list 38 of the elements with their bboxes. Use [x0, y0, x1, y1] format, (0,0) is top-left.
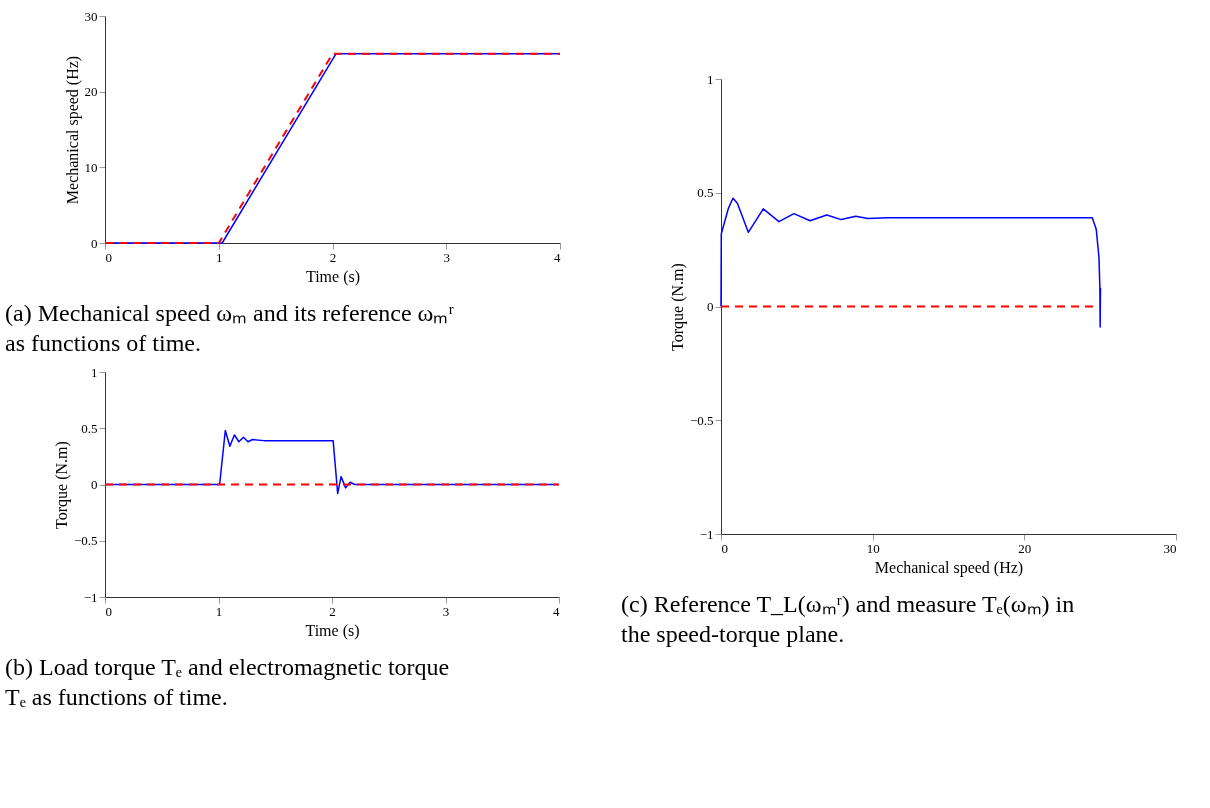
y-axis-title: Torque (N.m): [668, 263, 687, 351]
y-tick-label: 10: [84, 159, 98, 175]
y-tick-label: 30: [84, 8, 98, 24]
x-tick-label: 0: [105, 249, 112, 265]
y-tick-label: −1: [83, 589, 98, 605]
x-tick-label: 10: [866, 540, 880, 556]
x-tick-label: 2: [329, 603, 336, 619]
x-tick-label: 0: [721, 540, 728, 556]
x-tick-label: 1: [216, 249, 223, 265]
y-tick-label: 1: [91, 364, 98, 380]
y-tick-label: 0: [91, 235, 98, 251]
x-tick-label: 2: [329, 249, 337, 265]
y-tick-label: −1: [699, 526, 714, 542]
y-tick-label: 0.5: [81, 420, 98, 436]
y-axis-title: Torque (N.m): [52, 441, 71, 529]
y-tick-label: 0: [91, 477, 98, 492]
x-axis-title: Time (s): [305, 267, 361, 286]
x-axis-title: Mechanical speed (Hz): [874, 558, 1024, 577]
x-tick-label: 4: [554, 249, 561, 265]
y-tick-label: 0: [707, 299, 714, 314]
y-tick-label: 1: [707, 71, 714, 87]
text: (b) Load torque Tₑ and electromagnetic torque Tₑ as functions of time.: [5, 654, 450, 710]
y-axis-title: Mechanical speed (Hz): [63, 55, 82, 205]
y-tick-label: 20: [84, 84, 98, 100]
x-axis-title: Time (s): [305, 621, 360, 640]
x-tick-label: 3: [443, 249, 450, 265]
x-tick-label: 3: [442, 603, 450, 619]
y-tick-label: −0.5: [689, 412, 714, 428]
x-tick-label: 4: [553, 603, 560, 619]
line-series: [720, 197, 1102, 328]
x-tick-label: 1: [215, 603, 223, 619]
y-tick-label: −0.5: [73, 533, 98, 549]
x-tick-label: 30: [1163, 540, 1177, 556]
x-tick-label: 20: [1018, 540, 1032, 556]
text: (a) Mechanical speed ωₘ and its reference ωₘʳ as functions of time.: [5, 300, 454, 356]
text: (c) Reference T_L(ωₘʳ) and measure Tₑ(ωₘ) in the speed-torque plane.: [621, 591, 1075, 647]
x-tick-label: 0: [105, 603, 112, 619]
y-tick-label: 0.5: [697, 185, 714, 201]
